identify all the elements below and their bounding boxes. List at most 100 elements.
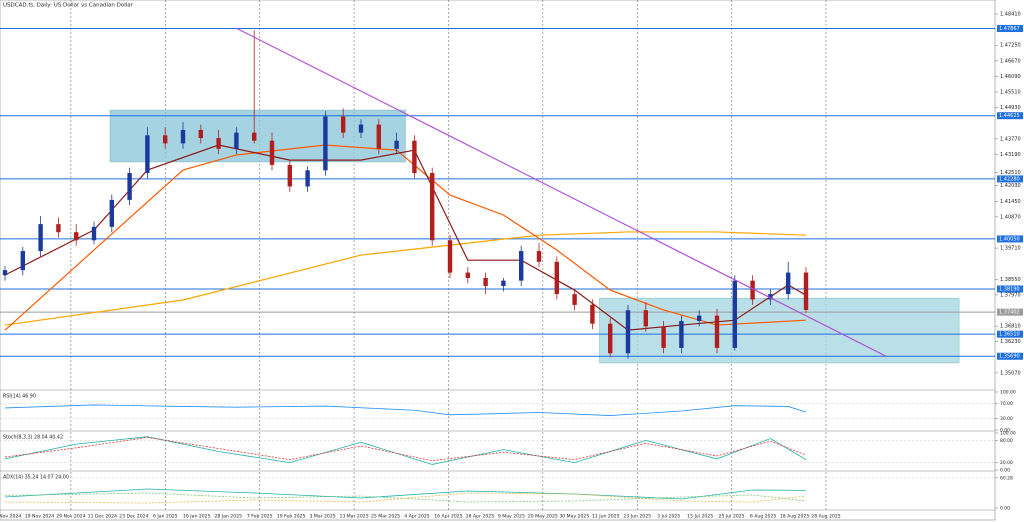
level-label-bg <box>997 112 1023 120</box>
candle-body <box>56 224 61 233</box>
x-tick-label: 15 Jul 2025 <box>687 514 713 520</box>
level-label: 1.35690 <box>999 354 1020 360</box>
chart-title: USDCAD.fs, Daily: US Dollar vs Canadian … <box>3 3 134 9</box>
candle-body <box>572 294 577 305</box>
candle-body <box>697 315 702 322</box>
candle-body <box>643 310 648 327</box>
y-tick-label: 30.00 <box>1000 416 1013 422</box>
y-tick-label: 1.41450 <box>1000 199 1021 205</box>
y-tick-label: 70.00 <box>1000 401 1013 407</box>
y-tick-label: 1.42510 <box>1000 170 1021 176</box>
moving-average <box>4 144 807 331</box>
candle-body <box>394 140 399 149</box>
x-tick-label: 30 May 2025 <box>559 514 589 520</box>
y-tick-label: 1.44930 <box>1000 105 1021 111</box>
candle-body <box>661 326 666 348</box>
indicator-title: Stoch(8,3,3) 28.04 40.42 <box>3 435 63 441</box>
y-tick-label: 60.28 <box>1000 475 1013 481</box>
candle-body <box>163 135 168 144</box>
candle-body <box>786 272 791 295</box>
x-tick-label: 9 May 2025 <box>498 514 525 520</box>
y-tick-label: 80.00 <box>1000 438 1013 444</box>
y-tick-label: 1.42030 <box>1000 183 1021 189</box>
y-tick-label: 1.46670 <box>1000 58 1021 64</box>
level-label-bg <box>997 235 1023 243</box>
candle-body <box>323 116 328 171</box>
candle-body <box>234 132 239 149</box>
candle-body <box>590 304 595 324</box>
candle-body <box>305 170 310 187</box>
moving-average <box>4 231 807 326</box>
x-tick-label: 25 Jul 2025 <box>719 514 745 520</box>
x-tick-label: 29 Nov 2024 <box>56 514 85 520</box>
x-tick-label: 28 Aug 2025 <box>811 514 841 520</box>
candle-body <box>109 199 114 227</box>
indicator-line <box>4 492 807 503</box>
y-tick-label: 1.43190 <box>1000 152 1021 158</box>
candle-body <box>536 251 542 262</box>
y-tick-label: 1.45510 <box>1000 90 1021 96</box>
level-label-bg <box>997 352 1023 360</box>
candle-body <box>679 321 684 348</box>
candle-body <box>483 277 488 287</box>
indicator-title: RSI(14) 46.90 <box>3 394 36 400</box>
level-label: 1.47867 <box>999 26 1020 32</box>
y-tick-label: 1.43770 <box>1000 136 1021 142</box>
trendline <box>236 27 887 357</box>
candle-body <box>38 224 43 252</box>
candle-body <box>750 280 755 300</box>
x-tick-label: 7 Nov 2024 <box>0 514 21 520</box>
x-tick-label: 23 Dec 2024 <box>119 514 148 520</box>
candle-body <box>127 173 132 200</box>
y-tick-label: 1.35070 <box>1000 370 1021 376</box>
y-tick-label: 100.00 <box>1000 390 1016 396</box>
x-tick-label: 19 Feb 2025 <box>277 514 306 520</box>
indicator-title: ADX(14) 35.24 14.07 24.00 <box>3 475 69 481</box>
x-tick-label: 7 Feb 2025 <box>247 514 273 520</box>
candle-body <box>2 270 8 276</box>
candle-body <box>341 116 346 133</box>
candle-body <box>91 226 97 241</box>
indicator-line <box>4 437 807 462</box>
x-tick-label: 16 Apr 2025 <box>434 514 462 520</box>
indicator-line <box>4 488 807 500</box>
candle-body <box>465 272 470 278</box>
x-tick-label: 11 Dec 2024 <box>88 514 117 520</box>
candle-body <box>430 173 435 241</box>
y-tick-label: 1.36810 <box>1000 324 1021 330</box>
indicator-line <box>4 404 807 416</box>
x-tick-label: 16 Jan 2025 <box>183 514 211 520</box>
x-tick-label: 6 Jan 2025 <box>153 514 178 520</box>
y-tick-label: 1.36230 <box>1000 339 1021 345</box>
indicator-line <box>4 492 807 504</box>
x-tick-label: 25 Mar 2025 <box>371 514 400 520</box>
x-tick-label: 28 Apr 2025 <box>466 514 494 520</box>
candle-body <box>554 261 559 295</box>
candle-body <box>74 232 79 241</box>
y-tick-label: 1.38550 <box>1000 277 1021 283</box>
level-label: 1.42280 <box>999 176 1020 182</box>
level-label-bg <box>997 308 1023 316</box>
level-label-bg <box>997 175 1023 183</box>
y-tick-label: 0.00 <box>1000 428 1010 434</box>
level-label-bg <box>997 25 1023 33</box>
candle-body <box>412 140 417 174</box>
candle-body <box>625 310 631 354</box>
candle-body <box>145 135 150 174</box>
level-label-bg <box>997 285 1023 293</box>
candle-body <box>447 240 453 273</box>
level-label: 1.40050 <box>999 236 1020 242</box>
zone <box>599 297 960 364</box>
candle-body <box>20 251 25 271</box>
candle-body <box>358 124 364 133</box>
y-tick-label: 1.40870 <box>1000 214 1021 220</box>
x-tick-label: 19 Nov 2024 <box>25 514 54 520</box>
candle-body <box>252 132 257 141</box>
candle-body <box>608 323 613 354</box>
candle-body <box>180 129 186 144</box>
x-tick-label: 4 Apr 2025 <box>404 514 430 520</box>
level-label: 1.44625 <box>999 113 1020 119</box>
candle-body <box>732 280 737 348</box>
x-tick-label: 3 Mar 2025 <box>310 514 336 520</box>
